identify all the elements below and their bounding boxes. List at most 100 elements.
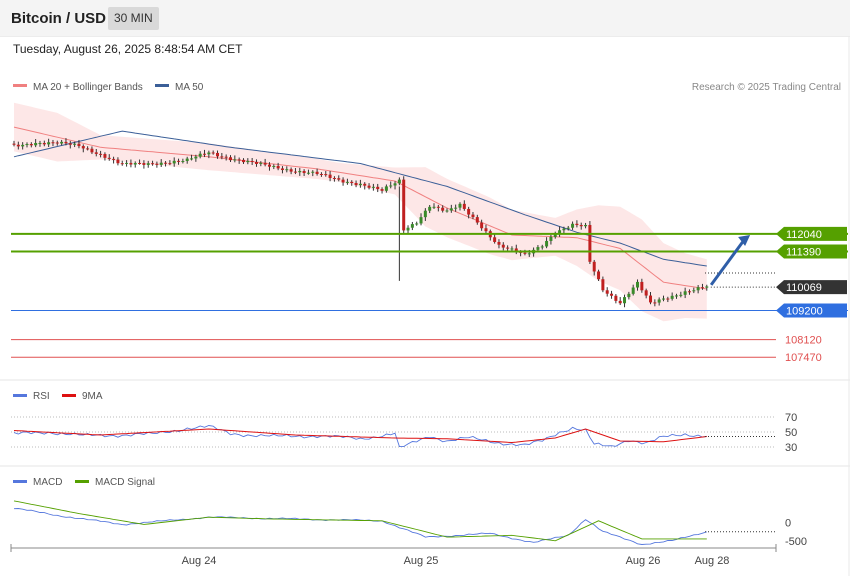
candle-body [324, 174, 328, 176]
candle-body [545, 240, 549, 247]
candle-body [649, 295, 653, 303]
candle-body [597, 271, 601, 280]
candle-body [94, 152, 98, 154]
candle-body [12, 143, 16, 145]
candle-body [462, 203, 466, 209]
candle-body [705, 286, 709, 288]
candle-body [653, 302, 657, 304]
candle-body [640, 281, 644, 291]
x-tick-label: Aug 25 [404, 555, 439, 567]
rsi-ma-line [13, 428, 707, 444]
candle-body [142, 163, 146, 165]
candle-body [454, 207, 458, 209]
candle-body [432, 206, 436, 208]
candle-body [384, 186, 388, 191]
candle-body [441, 207, 445, 211]
candle-body [73, 143, 77, 145]
candle-body [527, 253, 531, 255]
candle-body [341, 179, 345, 183]
candle-body [636, 281, 640, 288]
projection-arrow-head [738, 235, 751, 246]
candle-body [86, 148, 90, 150]
candle-body [112, 158, 116, 160]
candle-body [553, 234, 557, 237]
candle-body [259, 162, 263, 164]
level-label: 111390 [786, 246, 821, 258]
candle-body [332, 178, 336, 180]
candle-body [81, 146, 85, 149]
candle-body [506, 247, 510, 249]
candle-body [276, 165, 280, 169]
timeframe-button[interactable]: 30 MIN [108, 7, 159, 30]
candle-body [116, 159, 120, 164]
candle-body [423, 210, 427, 218]
candle-body [133, 162, 137, 165]
projection-arrow [709, 239, 746, 286]
candle-body [605, 290, 609, 294]
candle-body [185, 158, 189, 162]
candle-body [311, 171, 315, 173]
candle-body [315, 171, 319, 175]
candle-body [393, 183, 397, 186]
candle-body [272, 165, 276, 167]
candle-body [21, 144, 25, 147]
candle-body [627, 293, 631, 298]
x-tick-label: Aug 24 [182, 555, 217, 567]
candle-body [588, 224, 592, 262]
candle-body [159, 162, 163, 165]
candle-body [151, 163, 155, 165]
candle-body [458, 203, 462, 208]
rsi-tick-label: 70 [785, 412, 797, 424]
candle-body [687, 291, 691, 293]
candle-body [99, 153, 103, 155]
candle-body [280, 168, 284, 171]
candle-body [363, 183, 367, 186]
datetime-label: Tuesday, August 26, 2025 8:48:54 AM CET [13, 42, 243, 56]
candle-body [674, 295, 678, 297]
candle-body [229, 157, 232, 161]
candle-body [306, 172, 310, 174]
rsi-tick-label: 30 [785, 442, 797, 454]
candle-body [644, 290, 648, 296]
candle-body [38, 142, 42, 144]
legend-label: 9MA [82, 391, 103, 402]
candle-body [29, 144, 33, 146]
candle-body [293, 171, 297, 173]
candle-body [571, 223, 575, 228]
candle-body [138, 162, 142, 164]
candle-body [475, 217, 479, 223]
header-bar: Bitcoin / USD 30 MIN [0, 0, 850, 37]
candle-body [696, 287, 700, 291]
candle-body [679, 294, 683, 296]
level-label: 109200 [786, 306, 823, 318]
candle-body [164, 162, 168, 164]
candle-body [254, 162, 258, 164]
candle-body [246, 160, 250, 163]
level-label-box [776, 226, 847, 241]
candle-body [194, 156, 198, 159]
candle-body [592, 261, 596, 272]
candle-body [610, 293, 614, 296]
candle-body [683, 291, 687, 295]
candle-body [107, 157, 111, 159]
candle-body [558, 230, 562, 235]
legend-label: MACD [33, 477, 62, 488]
candle-body [549, 236, 553, 241]
level-label: 112040 [786, 229, 822, 241]
candle-body [16, 144, 20, 147]
macd-signal-line [13, 500, 707, 542]
candle-body [631, 287, 635, 294]
x-tick-label: Aug 26 [626, 555, 661, 567]
level-label-box [776, 303, 847, 318]
candle-body [484, 228, 488, 232]
candle-body [666, 298, 670, 300]
candle-body [190, 158, 194, 160]
candle-body [623, 297, 627, 304]
candle-body [263, 162, 267, 165]
legend-swatch-macd-signal [75, 480, 89, 483]
candle-body [579, 225, 583, 227]
candle-body [64, 141, 68, 144]
candle-body [497, 241, 501, 245]
candle-body [129, 162, 133, 165]
